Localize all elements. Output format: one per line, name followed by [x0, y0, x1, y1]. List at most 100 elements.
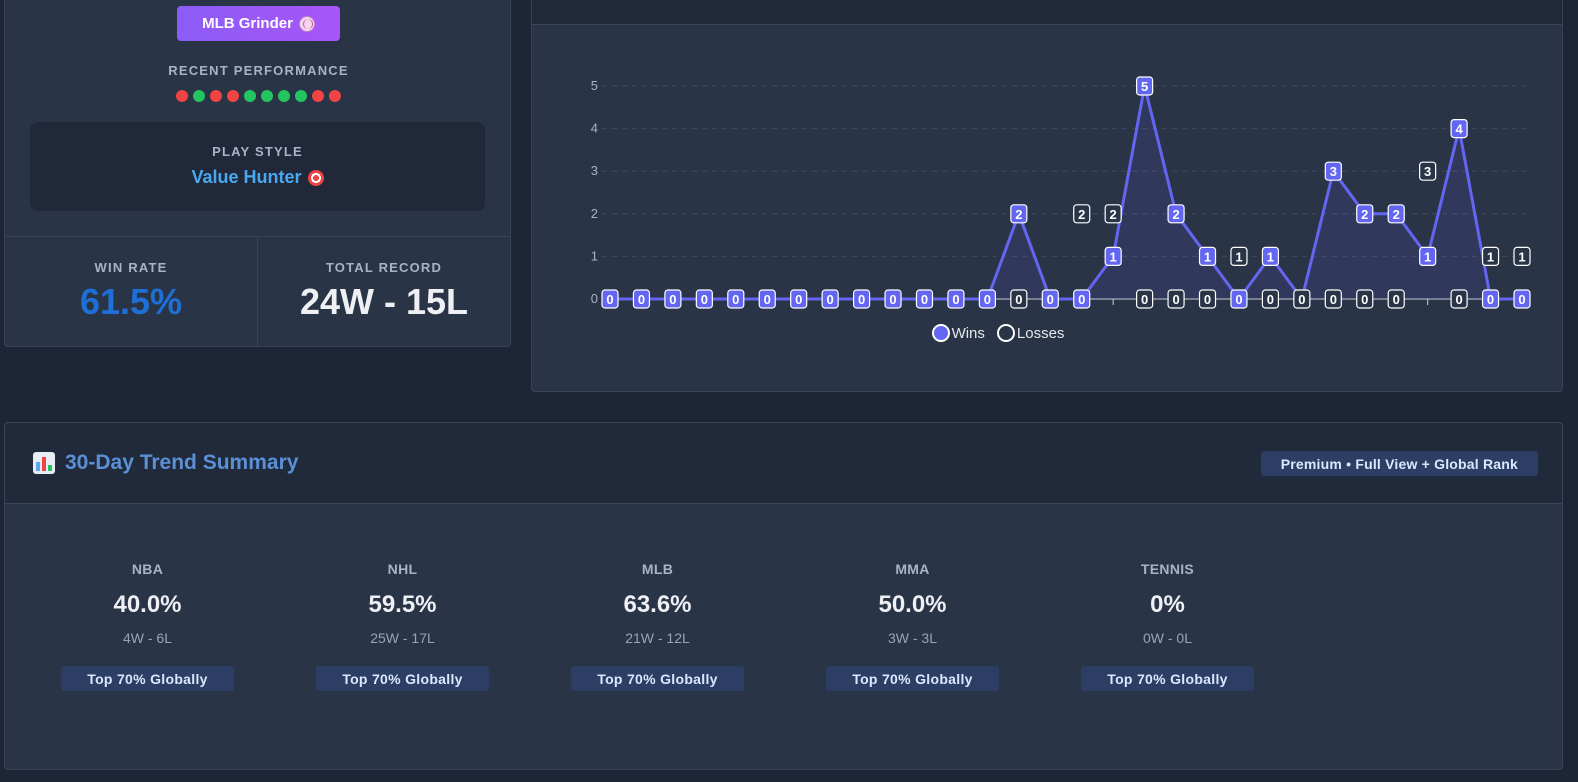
sport-record: 0W - 0L: [1142, 630, 1192, 646]
wins-data-label: 0: [638, 292, 645, 307]
losses-data-label-box: [1513, 246, 1531, 266]
losses-data-label: 0: [1455, 292, 1462, 307]
legend-item-wins[interactable]: Wins: [931, 324, 985, 342]
sport-name: MMA: [895, 561, 930, 577]
losses-data-label: 0: [1015, 292, 1022, 307]
wins-data-label: 0: [889, 292, 896, 307]
wins-data-label-box: [915, 289, 934, 309]
trend-summary-title-text: 30-Day Trend Summary: [65, 451, 299, 474]
recent-performance-title: RECENT PERFORMANCE: [168, 63, 349, 78]
losses-data-label-box: [1481, 246, 1500, 266]
wins-data-label-box: [1073, 289, 1091, 309]
win-rate-stat: WIN RATE 61.5%: [5, 237, 257, 346]
sport-stat-mlb: MLB 63.6% 21W - 12L Top 70% Globally: [530, 561, 785, 691]
y-tick-label: 3: [591, 163, 598, 178]
losses-data-label: 1: [1518, 249, 1525, 264]
wins-data-label: 0: [858, 292, 865, 307]
wins-data-label-box: [947, 289, 965, 309]
win-rate-label: WIN RATE: [94, 260, 168, 275]
losses-data-label-box: [1387, 289, 1405, 309]
losses-swatch-icon: [996, 324, 1015, 342]
result-dot-loss: [176, 90, 188, 102]
sport-rank-badge: Top 70% Globally: [826, 666, 999, 691]
daily-results-chart-card: 0 1 2 3 4 5 0 2 2 0 0 0 1 0 0 0 0 3 0 1 1 0 0 0 0 0 0 0 0 0 0 0 0 0 2 0 0 1 5 2…: [531, 0, 1563, 392]
chart-legend: Wins Losses: [532, 324, 1562, 342]
wins-data-label-box: [1419, 246, 1437, 266]
play-style-label: Value Hunter: [191, 167, 302, 187]
target-icon: [307, 169, 324, 186]
wins-data-label-box: [1356, 204, 1374, 224]
sport-rank-badge: Top 70% Globally: [1081, 666, 1254, 691]
result-dot-loss: [210, 90, 222, 102]
sport-rank-badge: Top 70% Globally: [316, 666, 489, 691]
wins-data-label-box: [695, 289, 713, 309]
losses-data-label-box: [1356, 289, 1374, 309]
losses-data-label-box: [1419, 161, 1437, 181]
wins-data-label-box: [1324, 161, 1342, 181]
sport-stat-nhl: NHL 59.5% 25W - 17L Top 70% Globally: [275, 561, 530, 691]
wins-area: [610, 86, 1522, 299]
wins-data-label: 0: [764, 292, 771, 307]
legend-item-losses[interactable]: Losses: [996, 324, 1064, 342]
wins-data-label-box: [758, 289, 776, 309]
losses-data-label: 0: [1172, 292, 1179, 307]
wins-data-label: 0: [1487, 292, 1494, 307]
losses-data-label: 2: [1078, 207, 1085, 222]
losses-data-label: 3: [1424, 164, 1431, 179]
y-tick-label: 4: [591, 121, 598, 136]
wins-data-label: 0: [1235, 292, 1242, 307]
losses-data-label: 0: [1204, 292, 1211, 307]
losses-data-label: 0: [1361, 292, 1368, 307]
wins-data-label: 0: [701, 292, 708, 307]
sport-record: 21W - 12L: [625, 630, 690, 646]
wins-data-label: 0: [1078, 292, 1085, 307]
wins-data-label: 1: [1204, 249, 1211, 264]
mlb-grinder-badge[interactable]: MLB Grinder: [177, 6, 340, 41]
wins-data-label: 0: [921, 292, 928, 307]
sport-stat-tennis: TENNIS 0% 0W - 0L Top 70% Globally: [1040, 561, 1295, 691]
wins-data-label: 0: [984, 292, 991, 307]
sport-name: MLB: [641, 561, 674, 577]
wins-data-label-box: [1513, 289, 1531, 309]
wins-data-label: 2: [1361, 207, 1368, 222]
losses-data-label-box: [1073, 204, 1091, 224]
result-dot-loss: [329, 90, 341, 102]
trend-summary-header: 30-Day Trend Summary Premium • Full View…: [5, 423, 1562, 504]
wins-data-label: 2: [1172, 207, 1179, 222]
result-dot-loss: [227, 90, 239, 102]
wins-data-label: 2: [1393, 207, 1400, 222]
y-tick-label: 1: [591, 248, 598, 263]
losses-data-label-box: [1136, 289, 1154, 309]
sport-win-pct: 59.5%: [368, 591, 437, 618]
trend-summary-title: 30-Day Trend Summary: [33, 451, 298, 475]
wins-data-label-box: [790, 289, 808, 309]
losses-data-label: 0: [1267, 292, 1274, 307]
wins-data-label-box: [664, 289, 682, 309]
sport-win-pct: 63.6%: [623, 591, 692, 618]
losses-data-label: 0: [1393, 292, 1400, 307]
wins-data-label-box: [978, 289, 996, 309]
wins-data-label: 1: [1424, 249, 1431, 264]
wins-data-label-box: [852, 289, 871, 309]
play-style-value: Value Hunter: [30, 167, 485, 188]
play-style-title: PLAY STYLE: [212, 144, 303, 159]
losses-data-label-box: [1104, 204, 1122, 224]
losses-data-label-box: [1450, 289, 1468, 309]
losses-data-label-box: [1230, 246, 1248, 266]
wins-data-label-box: [1450, 119, 1468, 139]
total-record-value: 24W - 15L: [299, 281, 469, 322]
total-record-label: TOTAL RECORD: [325, 260, 443, 275]
wins-data-label: 4: [1455, 122, 1463, 137]
wins-data-label-box: [821, 289, 839, 309]
total-record-stat: TOTAL RECORD 24W - 15L: [257, 237, 510, 346]
result-dot-win: [261, 90, 273, 102]
sport-stat-nba: NBA 40.0% 4W - 6L Top 70% Globally: [20, 561, 275, 691]
losses-data-label-box: [1010, 289, 1028, 309]
profile-card: MLB Grinder RECENT PERFORMANCE PLAY STYL…: [4, 0, 511, 347]
wins-data-label-box: [1481, 289, 1500, 309]
y-tick-label: 5: [591, 78, 598, 93]
stats-row: WIN RATE 61.5% TOTAL RECORD 24W - 15L: [5, 236, 510, 346]
sport-record: 25W - 17L: [370, 630, 435, 646]
sport-win-pct: 50.0%: [878, 591, 947, 618]
win-rate-value: 61.5%: [79, 281, 183, 322]
